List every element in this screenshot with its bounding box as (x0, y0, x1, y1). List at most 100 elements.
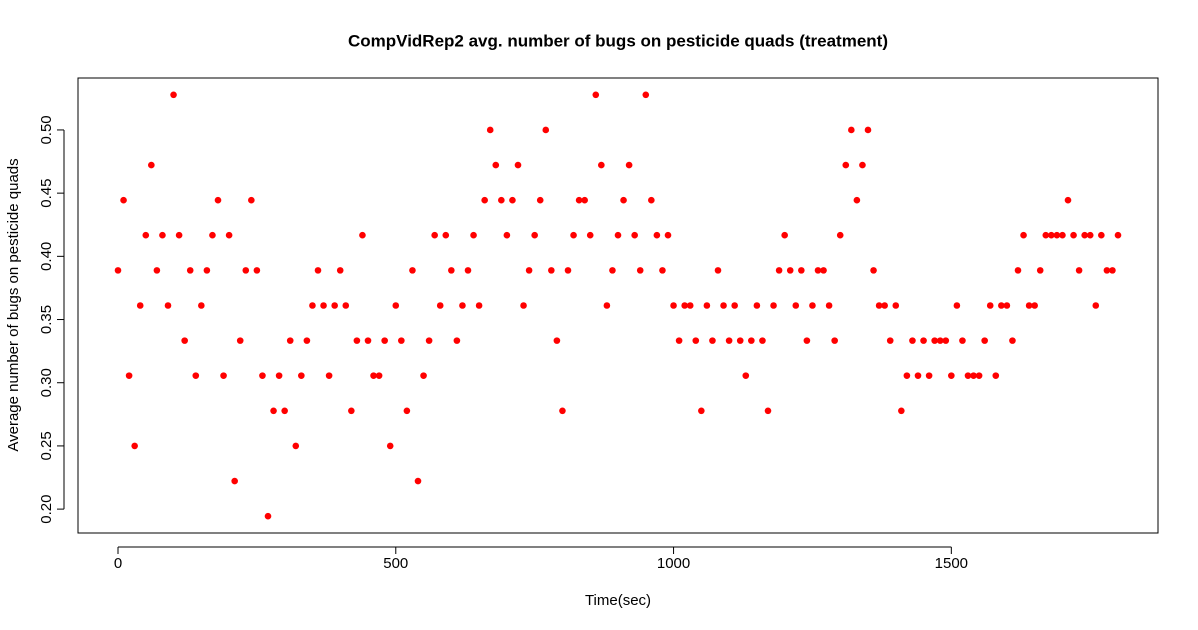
data-point (142, 231, 150, 239)
data-point (181, 337, 188, 344)
data-point (525, 267, 533, 274)
data-point (1003, 302, 1011, 309)
data-point (298, 372, 305, 379)
data-point (575, 196, 583, 204)
data-point (514, 161, 522, 169)
data-point (364, 337, 372, 344)
data-point (1048, 231, 1055, 239)
data-point (731, 302, 738, 309)
data-point (286, 337, 294, 344)
y-tick-label: 0.20 (38, 495, 55, 524)
y-axis-label: Average number of bugs on pesticide quad… (5, 158, 22, 451)
data-point (1042, 231, 1050, 239)
data-point (998, 302, 1005, 309)
data-point (970, 372, 977, 379)
data-point (825, 302, 833, 309)
data-point (131, 442, 138, 450)
data-point (948, 372, 955, 379)
data-point (1081, 231, 1088, 239)
data-point (581, 196, 588, 204)
data-point (203, 267, 211, 274)
data-point (959, 337, 966, 344)
data-point (198, 302, 205, 309)
data-point (536, 196, 544, 204)
data-point (375, 372, 383, 379)
data-point (1098, 231, 1105, 239)
data-point (614, 231, 622, 239)
data-point (309, 302, 316, 309)
data-point (209, 231, 216, 239)
data-point (981, 337, 988, 344)
data-point (548, 267, 555, 274)
data-point (448, 267, 455, 274)
x-tick-label: 500 (383, 555, 408, 572)
y-tick-label: 0.30 (38, 368, 55, 397)
data-point (736, 337, 744, 344)
data-point (120, 196, 127, 204)
data-point (459, 302, 466, 309)
data-point (814, 267, 822, 274)
data-point (231, 477, 238, 485)
data-point (875, 302, 883, 309)
x-axis-label: Time(sec) (585, 592, 651, 609)
data-point (936, 337, 944, 344)
data-point (414, 477, 422, 485)
data-point (175, 231, 183, 239)
data-point (1009, 337, 1016, 344)
data-point (586, 231, 594, 239)
data-point (992, 372, 1000, 379)
data-point (136, 302, 144, 309)
data-point (170, 91, 177, 99)
data-point (248, 196, 255, 204)
data-point (870, 267, 877, 274)
data-point (403, 407, 411, 415)
data-point (892, 302, 900, 309)
data-point (753, 302, 761, 309)
data-point (664, 231, 672, 239)
data-point (125, 372, 133, 379)
data-point (698, 407, 705, 415)
data-point (259, 372, 266, 379)
data-point (153, 267, 161, 274)
data-point (1014, 267, 1022, 274)
data-point (903, 372, 911, 379)
data-point (1075, 267, 1083, 274)
data-point (925, 372, 933, 379)
data-point (836, 231, 844, 239)
data-point (1114, 231, 1122, 239)
data-point (475, 302, 483, 309)
data-point (570, 231, 577, 239)
data-point (864, 126, 872, 134)
data-point (1109, 267, 1116, 274)
y-tick-label: 0.40 (38, 242, 55, 271)
data-point (820, 267, 827, 274)
data-point (381, 337, 388, 344)
data-point (520, 302, 527, 309)
data-point (1031, 302, 1038, 309)
data-point (303, 337, 311, 344)
data-point (1025, 302, 1033, 309)
data-point (370, 372, 377, 379)
data-point (442, 231, 450, 239)
data-point (275, 372, 283, 379)
data-point (636, 267, 644, 274)
data-point (1064, 196, 1072, 204)
data-point (559, 407, 566, 415)
x-tick-label: 0 (114, 555, 122, 572)
data-point (709, 337, 716, 344)
data-point (486, 126, 494, 134)
data-point (648, 196, 655, 204)
data-point (464, 267, 472, 274)
data-point (420, 372, 427, 379)
data-point (775, 267, 783, 274)
data-point (453, 337, 461, 344)
y-tick-label: 0.25 (38, 431, 55, 460)
data-point (653, 231, 661, 239)
data-point (942, 337, 950, 344)
data-point (598, 161, 605, 169)
data-point (609, 267, 616, 274)
data-point (920, 337, 927, 344)
data-point (509, 196, 516, 204)
plot-frame (77, 77, 1159, 534)
